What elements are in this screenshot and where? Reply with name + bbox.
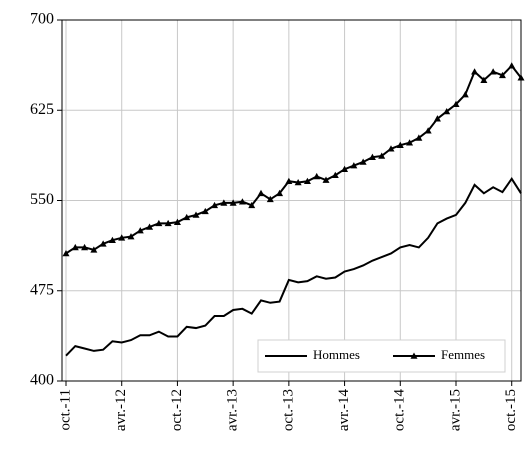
legend-label: Hommes [313,347,360,362]
y-tick-label: 625 [30,101,54,118]
x-tick-label: avr.-14 [336,389,352,432]
marker [62,249,70,257]
y-tick-label: 400 [30,372,54,389]
x-tick-label: oct.-14 [392,389,408,432]
marker [517,74,525,81]
marker [183,213,191,221]
marker [164,219,172,227]
marker [359,158,367,165]
marker [257,189,265,197]
marker [341,165,349,173]
marker [285,177,293,185]
x-tick-label: avr.-12 [113,389,129,431]
marker [480,76,488,83]
marker [331,171,339,179]
marker [146,223,154,230]
marker [471,68,479,75]
marker [461,91,469,98]
y-tick-label: 700 [30,11,54,28]
marker [313,172,321,180]
marker [368,153,376,160]
marker [192,211,200,218]
marker [71,243,79,251]
marker [127,233,135,240]
marker [303,177,311,185]
x-tick-label: oct.-11 [57,389,73,431]
marker [378,152,386,159]
marker [350,162,358,169]
marker [276,189,284,197]
marker [238,198,246,205]
marker [508,62,516,69]
x-tick-label: oct.-15 [503,389,519,431]
x-tick-label: oct.-12 [169,389,185,431]
marker [248,201,256,209]
marker [452,100,460,108]
marker [294,178,302,186]
marker [108,236,116,244]
marker [211,201,219,209]
marker [489,68,497,75]
marker [99,240,107,247]
marker [424,127,432,134]
marker [81,243,89,251]
marker [220,199,228,206]
x-tick-label: avr.-15 [447,389,463,431]
marker [396,141,404,148]
x-tick-label: oct.-13 [280,389,296,431]
marker [136,227,144,234]
marker [415,134,423,141]
marker [173,218,181,225]
marker [443,107,451,115]
y-tick-label: 550 [30,191,54,208]
marker [387,145,395,152]
y-tick-label: 475 [30,281,54,298]
series-line [65,177,522,357]
marker [322,176,330,183]
marker [229,199,237,206]
marker [266,195,274,203]
marker [406,139,414,146]
x-tick-label: avr.-13 [225,389,241,431]
legend-label: Femmes [441,347,485,362]
marker [433,115,441,122]
marker [498,71,506,79]
marker [201,207,209,215]
marker [155,219,163,227]
marker [90,246,98,253]
marker [118,234,126,241]
legend-marker [410,352,418,359]
plot-border [61,19,522,382]
